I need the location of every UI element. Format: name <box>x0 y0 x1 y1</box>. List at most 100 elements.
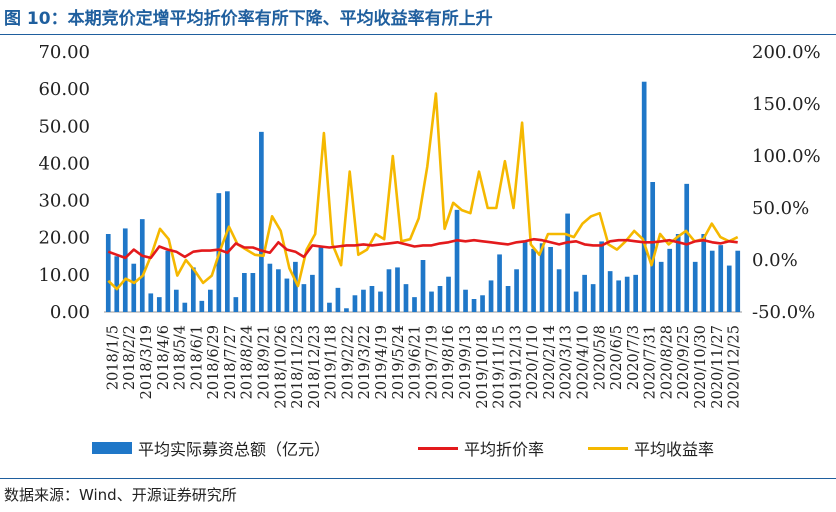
x-tick-label: 2020/5/8 <box>592 325 608 390</box>
figure-title: 图 10：本期竞价定增平均折价率有所下降、平均收益率有所上升 <box>4 9 493 29</box>
bar <box>488 280 494 312</box>
legend-label-amount: 平均实际募资总额（亿元） <box>138 440 331 459</box>
bar <box>556 269 562 312</box>
x-tick-label: 2020/4/10 <box>576 325 592 399</box>
x-tick-label: 2019/11/15 <box>492 325 508 409</box>
legend-swatch-bar <box>92 442 132 454</box>
bar <box>386 269 392 312</box>
x-tick-label: 2020/1/10 <box>525 325 541 399</box>
left-tick-label: 60.00 <box>38 79 90 100</box>
bar <box>276 269 281 312</box>
bar <box>709 250 715 312</box>
footer-divider <box>0 478 836 479</box>
bar <box>684 183 690 312</box>
bar <box>497 254 502 312</box>
left-tick-label: 70.00 <box>38 42 90 63</box>
x-tick-label: 2019/4/19 <box>374 325 390 399</box>
legend: 平均实际募资总额（亿元） 平均折价率 平均收益率 <box>0 436 836 460</box>
bar <box>531 248 536 312</box>
bar <box>726 265 732 312</box>
bar <box>131 263 137 312</box>
bar <box>199 300 205 312</box>
series-line-discount <box>107 237 738 260</box>
x-tick-label: 2019/6/21 <box>408 325 424 399</box>
x-tick-label: 2018/11/23 <box>290 325 306 409</box>
bar <box>182 302 188 312</box>
bar <box>718 245 724 312</box>
bar <box>480 295 485 312</box>
legend-label-return: 平均收益率 <box>634 440 715 459</box>
bar <box>369 286 375 312</box>
bar <box>301 284 307 312</box>
x-tick-label: 2019/1/18 <box>324 325 340 399</box>
x-tick-label: 2019/12/13 <box>508 325 524 409</box>
bar <box>361 289 366 312</box>
bar <box>148 293 154 312</box>
bar <box>293 261 298 312</box>
bar <box>378 291 383 312</box>
bar <box>114 256 120 312</box>
legend-item-return: 平均收益率 <box>588 436 714 460</box>
bar <box>122 228 128 312</box>
bar <box>207 289 213 312</box>
x-tick-label: 2020/12/25 <box>727 325 743 409</box>
x-tick-label: 2020/8/28 <box>659 325 675 399</box>
x-tick-label: 2019/3/22 <box>357 325 373 399</box>
right-tick-label: 0.0% <box>752 250 798 271</box>
bar <box>233 297 239 312</box>
bar <box>471 299 477 312</box>
x-tick-label: 2018/1/5 <box>105 325 121 390</box>
bar <box>454 209 460 312</box>
bar <box>573 291 579 312</box>
bar <box>310 274 315 312</box>
bar <box>259 131 264 312</box>
x-tick-label: 2019/10/18 <box>475 325 491 409</box>
x-tick-label: 2020/7/3 <box>626 325 642 390</box>
legend-item-discount: 平均折价率 <box>418 436 544 460</box>
right-tick-label: 50.0% <box>752 198 809 219</box>
x-tick-label: 2018/8/24 <box>240 325 256 399</box>
x-tick-label: 2019/9/13 <box>458 325 474 399</box>
x-tick-label: 2018/9/21 <box>257 325 273 399</box>
bar <box>156 297 162 312</box>
x-tick-label: 2019/5/24 <box>391 325 407 399</box>
bar <box>463 289 468 312</box>
x-tick-label: 2018/5/4 <box>173 325 189 390</box>
right-tick-label: 200.0% <box>752 42 821 63</box>
x-tick-label: 2019/2/22 <box>340 325 356 399</box>
left-tick-label: 40.00 <box>38 153 90 174</box>
x-tick-label: 2018/3/19 <box>139 325 155 399</box>
left-tick-label: 50.00 <box>38 116 90 137</box>
x-tick-label: 2018/7/27 <box>223 325 239 399</box>
bar <box>242 273 247 312</box>
bar <box>173 289 179 312</box>
x-tick-label: 2018/6/1 <box>189 325 205 390</box>
bar <box>633 274 639 312</box>
x-tick-label: 2018/12/23 <box>307 325 323 409</box>
bar <box>735 250 741 312</box>
bar <box>190 267 196 312</box>
x-tick-label: 2018/10/26 <box>273 325 289 409</box>
x-tick-label: 2018/4/6 <box>156 325 172 390</box>
bar <box>616 280 621 312</box>
bar <box>624 276 630 312</box>
bar <box>105 234 111 312</box>
combo-chart: 0.00 10.00 20.00 30.00 40.00 50.00 60.00 70.00 -… <box>38 42 821 409</box>
bar <box>395 267 400 312</box>
x-tick-label: 2020/7/31 <box>643 325 659 399</box>
right-tick-label: -50.0% <box>752 302 815 323</box>
x-tick-label: 2019/8/16 <box>441 325 457 399</box>
left-tick-label: 10.00 <box>38 265 90 286</box>
bar <box>590 284 596 312</box>
legend-item-amount: 平均实际募资总额（亿元） <box>92 436 330 460</box>
bar <box>139 219 145 312</box>
bar <box>412 297 417 312</box>
title-divider <box>0 34 836 35</box>
left-tick-label: 20.00 <box>38 228 90 249</box>
bar <box>675 234 681 312</box>
bar <box>667 248 673 312</box>
bar <box>420 260 426 312</box>
legend-swatch-discount <box>418 446 458 450</box>
series-line-return <box>107 92 739 291</box>
bar <box>250 273 256 312</box>
